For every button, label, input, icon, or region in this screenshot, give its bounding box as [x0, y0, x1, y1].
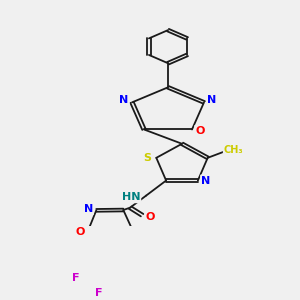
Text: N: N [84, 204, 93, 214]
Text: HN: HN [122, 192, 140, 202]
Text: S: S [143, 153, 151, 163]
Text: F: F [95, 288, 102, 298]
Text: F: F [72, 273, 79, 284]
Text: O: O [195, 126, 205, 136]
Text: N: N [119, 95, 129, 105]
Text: O: O [76, 227, 85, 237]
Text: N: N [207, 95, 217, 105]
Text: N: N [201, 176, 211, 185]
Text: O: O [146, 212, 155, 222]
Text: CH₃: CH₃ [224, 145, 244, 155]
